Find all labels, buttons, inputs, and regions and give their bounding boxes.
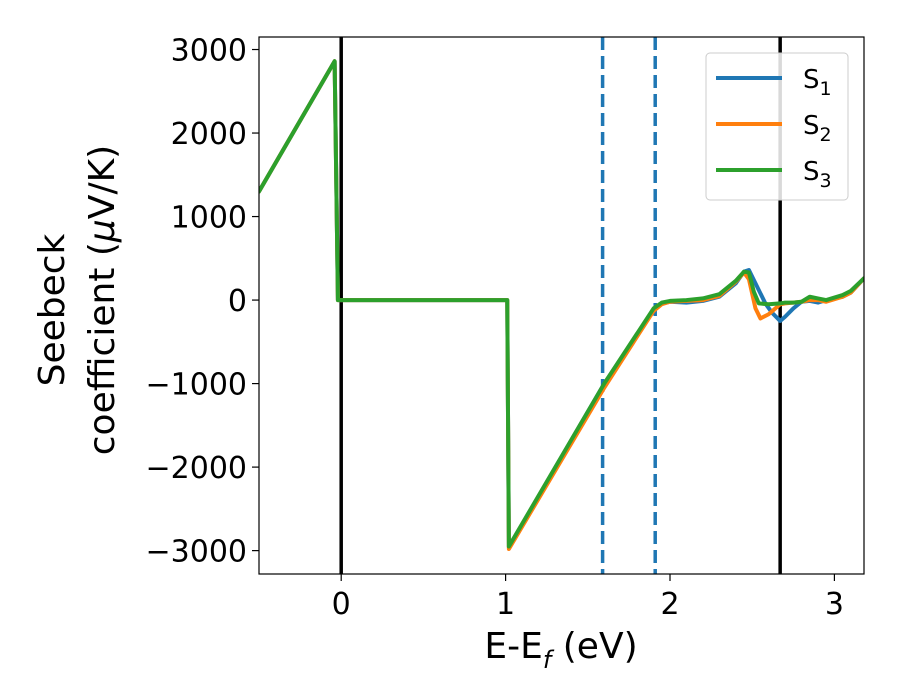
x-tick-label: 0 — [332, 587, 351, 622]
x-axis-ticks: 0 1 2 3 — [332, 574, 844, 622]
x-tick-label: 1 — [496, 587, 515, 622]
y-axis-ticks: −3000 −2000 −1000 0 1000 2000 3000 — [146, 34, 259, 570]
legend: S1 S2 S3 — [705, 52, 849, 201]
x-axis-label-tail: (eV) — [551, 626, 637, 667]
y-tick-label: −3000 — [146, 535, 247, 570]
legend-label-s2: S2 — [803, 111, 832, 146]
x-axis-label: E-Ef (eV) — [484, 626, 637, 674]
y-tick-label: 2000 — [171, 117, 247, 152]
y-tick-label: −1000 — [146, 368, 247, 403]
legend-frame — [705, 52, 849, 201]
y-tick-label: 0 — [228, 284, 247, 319]
x-tick-label: 2 — [660, 587, 679, 622]
y-axis-label: Seebeck coefficient (μV/K) — [32, 145, 123, 455]
x-tick-label: 3 — [825, 587, 844, 622]
series-lines — [259, 59, 864, 551]
legend-label-s1: S1 — [803, 65, 832, 100]
series-line-s3 — [259, 59, 864, 549]
y-axis-label-line2: coefficient (μV/K) — [82, 145, 123, 455]
y-tick-label: 3000 — [171, 34, 247, 69]
plot-frame — [258, 36, 865, 575]
legend-label-s3: S3 — [803, 157, 832, 192]
y-tick-label: 1000 — [171, 201, 247, 236]
y-tick-label: −2000 — [146, 451, 247, 486]
y-axis-label-line1: Seebeck — [32, 233, 73, 386]
